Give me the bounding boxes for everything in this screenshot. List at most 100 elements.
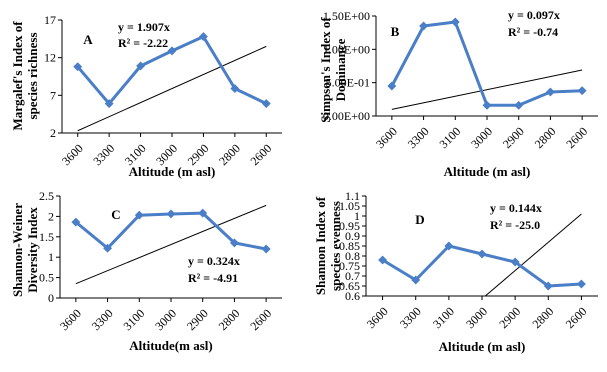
- trend-equation: y = 0.097x: [508, 8, 560, 22]
- x-tick-label: 2800: [532, 124, 559, 151]
- x-tick-label: 2600: [563, 304, 590, 331]
- y-tick-label: 0.95: [339, 219, 360, 233]
- data-point: [482, 100, 492, 110]
- x-tick-label: 3600: [373, 124, 400, 151]
- data-point: [134, 210, 144, 220]
- y-tick-label: 0.8: [345, 249, 360, 263]
- data-point: [378, 255, 388, 265]
- y-tick-label: 0.85: [339, 239, 360, 253]
- data-point: [576, 279, 586, 289]
- data-point: [419, 21, 429, 31]
- trend-r-squared: R² = -25.0: [490, 218, 540, 232]
- x-tick-label: 2900: [496, 304, 523, 331]
- y-tick-label: 7: [50, 88, 56, 102]
- x-axis-title: Altitude (m asl): [129, 164, 216, 179]
- data-point: [104, 99, 114, 109]
- data-point: [411, 275, 421, 285]
- x-tick-label: 2600: [247, 306, 274, 333]
- trendline: [77, 45, 267, 132]
- y-tick-label: 2: [48, 209, 54, 223]
- y-tick-label: 0.75: [339, 259, 360, 273]
- x-axis-title: Altitude (m asl): [444, 164, 531, 179]
- x-tick-label: 3100: [437, 124, 464, 151]
- chart-panel-b: 0.00E+00 5.00E-01 1.00E+00 1.50E+00 3600 3300…: [318, 8, 598, 179]
- y-axis-title: species richness: [25, 32, 40, 119]
- y-tick-label: 1.05: [339, 199, 360, 213]
- panel-letter: C: [111, 207, 120, 222]
- data-point: [450, 17, 460, 27]
- data-point: [577, 86, 587, 96]
- x-tick-label: 2900: [184, 306, 211, 333]
- y-axis-title: species evenness: [328, 201, 343, 291]
- y-tick-label: 12: [44, 51, 56, 65]
- panel-letter: A: [83, 32, 93, 47]
- data-point: [543, 281, 553, 291]
- data-point: [136, 61, 146, 71]
- data-point: [229, 238, 239, 248]
- y-axis-title: Shannon Index of: [313, 196, 328, 295]
- data-point: [103, 243, 113, 253]
- y-tick-label: 2: [50, 126, 56, 140]
- data-point: [261, 99, 271, 109]
- y-tick-label: 0.6: [345, 289, 360, 303]
- x-tick-label: 2800: [530, 304, 557, 331]
- chart-panel-c: 0 0.5 1 1.5 2 2.5 3600 3300 3100 3000 2900 2800 2600…: [10, 189, 282, 353]
- x-tick-label: 2800: [216, 141, 243, 168]
- y-tick-label: 0.65: [339, 279, 360, 293]
- data-point: [230, 83, 240, 94]
- trend-equation: y = 1.907x: [118, 20, 170, 34]
- data-point: [167, 46, 177, 56]
- y-axis-title: Diversity Index: [25, 207, 40, 293]
- x-tick-label: 3100: [121, 306, 148, 333]
- x-tick-label: 3300: [89, 306, 116, 333]
- y-tick-label: 1.5: [39, 230, 54, 244]
- y-tick-label: 0.9: [345, 229, 360, 243]
- data-point: [387, 81, 397, 91]
- data-point: [545, 87, 555, 97]
- x-tick-label: 3300: [397, 304, 424, 331]
- data-point: [510, 257, 520, 267]
- trendline: [391, 69, 583, 110]
- trend-equation: y = 0.144x: [490, 201, 542, 215]
- y-tick-label: 17: [44, 13, 56, 27]
- data-point: [514, 100, 524, 110]
- y-tick-label: 2.5: [39, 189, 54, 203]
- trend-r-squared: R² = -2.22: [118, 36, 168, 50]
- trend-equation: y = 0.324x: [188, 254, 240, 268]
- trend-r-squared: R² = -0.74: [508, 25, 558, 39]
- data-point: [261, 244, 271, 254]
- panel-letter: B: [391, 24, 400, 39]
- data-point: [71, 217, 81, 227]
- x-tick-label: 3000: [468, 124, 495, 151]
- y-axis-title: Dominance: [333, 38, 348, 101]
- y-tick-label: 1.00E+00: [323, 42, 370, 56]
- panel-letter: D: [415, 212, 424, 227]
- trend-r-squared: R² = -4.91: [188, 271, 238, 285]
- y-tick-label: 5.00E-01: [326, 76, 370, 90]
- x-tick-label: 2800: [216, 306, 243, 333]
- data-point: [198, 32, 208, 42]
- x-tick-label: 3600: [364, 304, 391, 331]
- x-tick-label: 3600: [59, 141, 86, 168]
- y-tick-label: 1: [354, 209, 360, 223]
- y-tick-label: 0.5: [39, 271, 54, 285]
- data-point: [477, 249, 487, 259]
- x-tick-label: 3300: [405, 124, 432, 151]
- x-tick-label: 3300: [90, 141, 117, 168]
- y-axis-title: Margalef's Index of: [10, 21, 25, 131]
- x-tick-label: 3000: [152, 306, 179, 333]
- trendline: [484, 213, 582, 297]
- data-point: [444, 241, 454, 251]
- y-tick-label: 1: [48, 250, 54, 264]
- y-axis-title: Shannon-Weiner: [10, 203, 25, 297]
- y-tick-label: 0.7: [345, 269, 360, 283]
- x-axis-title: Altitude (m asl): [439, 339, 526, 354]
- x-tick-label: 3100: [430, 304, 457, 331]
- x-axis-title: Altitude(m asl): [129, 338, 212, 353]
- x-tick-label: 3600: [57, 306, 84, 333]
- x-tick-label: 2600: [563, 124, 590, 151]
- data-point: [198, 208, 208, 218]
